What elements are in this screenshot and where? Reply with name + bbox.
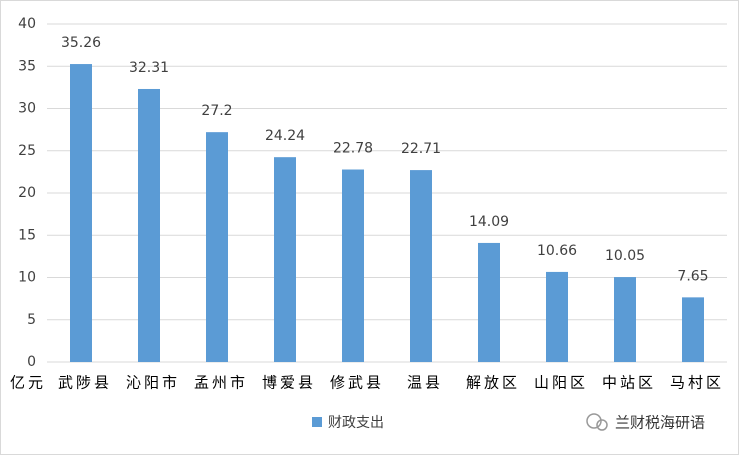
bar [138,88,160,362]
bar [546,271,568,362]
y-tick-label: 30 [18,101,36,117]
value-label: 35.26 [61,35,101,51]
bar [206,132,228,362]
y-tick-label: 20 [18,185,36,201]
bar [410,170,432,362]
value-label: 32.31 [129,60,169,76]
x-tick-label: 解放区 [466,374,520,392]
watermark: 兰财税海研语 [615,414,705,432]
y-tick-label: 5 [27,312,36,328]
bar [614,277,636,362]
legend-swatch [312,417,322,427]
bar [682,297,704,362]
y-tick-label: 25 [18,143,36,159]
y-tick-label: 0 [27,354,36,370]
bar [70,64,92,362]
value-label: 24.24 [265,128,305,144]
x-tick-label: 温县 [407,374,443,392]
y-tick-label: 40 [18,16,36,32]
y-unit: 亿元 [10,374,46,392]
x-tick-label: 武陟县 [58,374,112,392]
x-tick-label: 沁阳市 [126,374,180,392]
y-tick-label: 15 [18,227,36,243]
x-tick-label: 山阳区 [534,374,588,392]
x-tick-label: 中站区 [602,374,656,392]
x-tick-label: 修武县 [330,374,384,392]
bar [274,157,296,362]
value-label: 10.05 [605,248,645,264]
value-label: 10.66 [537,243,577,259]
value-label: 7.65 [677,268,708,284]
y-tick-label: 35 [18,58,36,74]
value-label: 22.71 [401,141,441,157]
bar [342,169,364,362]
value-label: 27.2 [201,103,232,119]
value-label: 14.09 [469,214,509,230]
x-tick-label: 博爱县 [262,374,316,392]
x-tick-label: 马村区 [670,374,724,392]
watermark-icon [586,413,608,431]
y-tick-label: 10 [18,270,36,286]
value-label: 22.78 [333,141,373,157]
bar [478,242,500,362]
x-tick-label: 孟州市 [194,374,248,392]
legend-label: 财政支出 [328,415,384,431]
